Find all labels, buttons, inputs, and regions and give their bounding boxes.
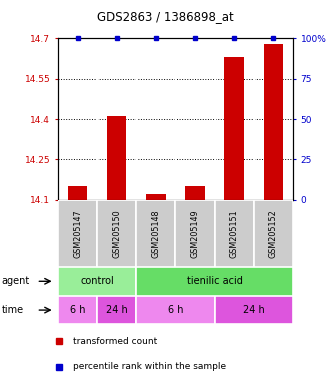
Bar: [146, 194, 166, 200]
Bar: [68, 186, 87, 200]
Text: 6 h: 6 h: [168, 305, 183, 315]
Text: time: time: [2, 305, 24, 315]
Bar: [175, 200, 214, 267]
Bar: [185, 186, 205, 200]
Bar: [107, 116, 126, 200]
Text: GSM205150: GSM205150: [112, 209, 121, 258]
Text: 24 h: 24 h: [243, 305, 265, 315]
Text: GSM205147: GSM205147: [73, 209, 82, 258]
Text: tienilic acid: tienilic acid: [187, 276, 243, 286]
Text: 24 h: 24 h: [106, 305, 127, 315]
Bar: [136, 296, 214, 324]
Bar: [214, 296, 293, 324]
Text: GSM205149: GSM205149: [191, 209, 200, 258]
Bar: [58, 200, 97, 267]
Text: agent: agent: [2, 276, 30, 286]
Text: GDS2863 / 1386898_at: GDS2863 / 1386898_at: [97, 10, 234, 23]
Text: 6 h: 6 h: [70, 305, 85, 315]
Bar: [58, 267, 136, 296]
Text: percentile rank within the sample: percentile rank within the sample: [73, 362, 226, 371]
Bar: [214, 200, 254, 267]
Text: GSM205148: GSM205148: [151, 209, 160, 258]
Bar: [97, 200, 136, 267]
Bar: [263, 44, 283, 200]
Bar: [224, 57, 244, 200]
Text: control: control: [80, 276, 114, 286]
Bar: [136, 200, 175, 267]
Text: GSM205152: GSM205152: [269, 209, 278, 258]
Text: GSM205151: GSM205151: [230, 209, 239, 258]
Text: transformed count: transformed count: [73, 337, 157, 346]
Bar: [136, 267, 293, 296]
Bar: [254, 200, 293, 267]
Bar: [58, 296, 97, 324]
Bar: [97, 296, 136, 324]
